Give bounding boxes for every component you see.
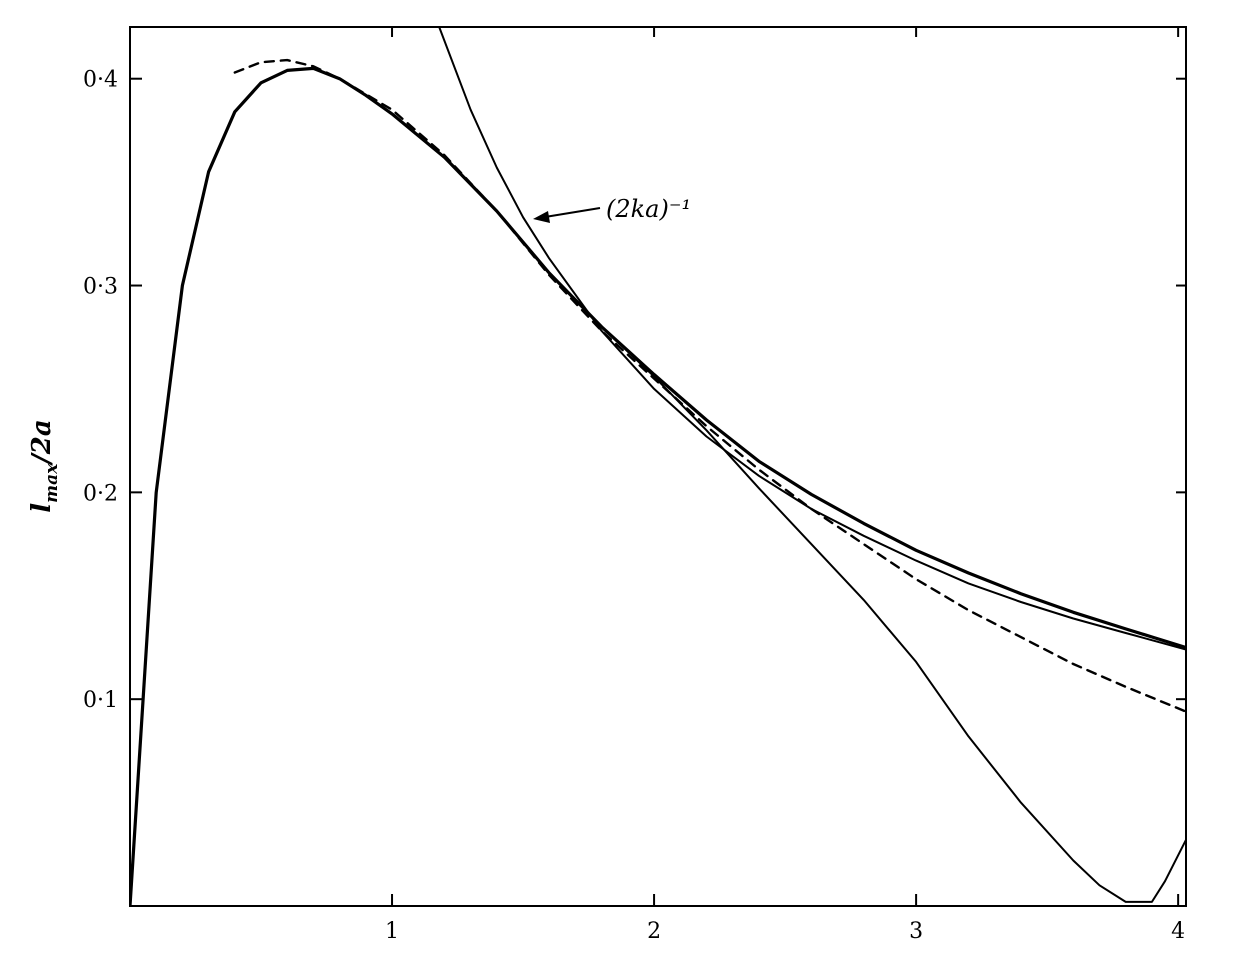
- x-axis: 1 2 3 4: [385, 27, 1185, 944]
- y-tick-label: 0·3: [83, 275, 118, 300]
- y-axis-label-sub: max: [42, 463, 62, 503]
- x-tick-label: 1: [385, 919, 399, 944]
- series-line-2: [233, 58, 1186, 713]
- y-axis: 0·1 0·2 0·3 0·4: [83, 68, 1186, 713]
- plot-frame: [129, 26, 1187, 907]
- series-line-4: [438, 27, 1186, 651]
- y-tick-label: 0·2: [83, 481, 118, 506]
- annotation-arrowhead: [533, 211, 550, 223]
- annotation-label: (2ka)⁻¹: [606, 195, 691, 223]
- x-tick-label: 2: [647, 919, 661, 944]
- y-axis-label: lmax/2a: [27, 419, 62, 512]
- y-axis-label-rest: /2a: [27, 419, 57, 466]
- y-tick-label: 0·4: [83, 68, 118, 93]
- series-line-3: [130, 67, 1186, 906]
- y-axis-label-base: l: [27, 503, 57, 513]
- series-layer: [130, 27, 1186, 906]
- x-tick-label: 3: [909, 919, 923, 944]
- annotation-arrow-line: [544, 207, 601, 218]
- y-tick-label: 0·1: [83, 688, 118, 713]
- x-tick-label: 4: [1171, 919, 1185, 944]
